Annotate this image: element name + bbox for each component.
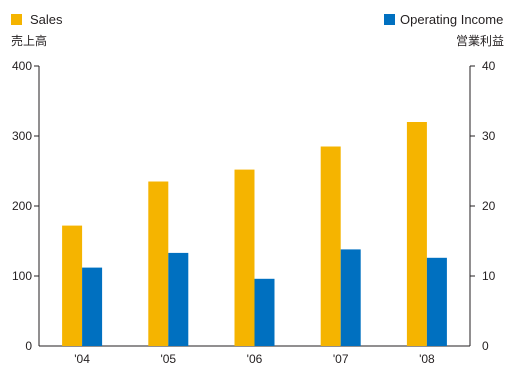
left-y-tick-label: 400 xyxy=(12,59,32,73)
bar-operating-income xyxy=(168,252,189,346)
bar-sales xyxy=(62,225,83,346)
bar-operating-income xyxy=(254,278,275,346)
right-y-tick-label: 10 xyxy=(482,269,496,283)
x-tick-label: '04 xyxy=(74,352,90,365)
bar-sales xyxy=(406,122,427,346)
legend-operating-income: Operating Income 営業利益 xyxy=(384,12,504,48)
bar-sales xyxy=(320,146,341,346)
legend-sales: Sales 売上高 xyxy=(11,12,63,48)
left-y-tick-label: 200 xyxy=(12,199,32,213)
right-y-ticks: 0 10 20 30 40 xyxy=(470,59,496,353)
x-tick-label: '08 xyxy=(419,352,435,365)
x-tick-labels: '04 '05 '06 '07 '08 xyxy=(74,352,435,365)
right-y-tick-label: 40 xyxy=(482,59,496,73)
right-y-tick-label: 20 xyxy=(482,199,496,213)
bar-operating-income xyxy=(340,249,361,346)
bar-sales xyxy=(148,181,169,346)
left-y-tick-label: 300 xyxy=(12,129,32,143)
x-tick-label: '05 xyxy=(160,352,176,365)
bar-operating-income xyxy=(426,257,447,346)
left-y-tick-label: 0 xyxy=(25,339,32,353)
legend-sublabel-sales: 売上高 xyxy=(11,33,47,48)
bars xyxy=(62,122,447,346)
bar-sales xyxy=(234,169,255,346)
legend-sublabel-operating-income: 営業利益 xyxy=(456,34,504,48)
left-y-tick-label: 100 xyxy=(12,269,32,283)
legend-swatch-sales xyxy=(11,14,22,25)
legend-label-sales: Sales xyxy=(30,12,63,27)
right-y-tick-label: 0 xyxy=(482,339,489,353)
legend-swatch-operating-income xyxy=(384,14,395,25)
left-y-ticks: 0 100 200 300 400 xyxy=(12,59,39,353)
legend-label-operating-income: Operating Income xyxy=(400,12,503,27)
x-tick-label: '06 xyxy=(247,352,263,365)
x-tick-label: '07 xyxy=(333,352,349,365)
bar-operating-income xyxy=(82,267,103,346)
right-y-tick-label: 30 xyxy=(482,129,496,143)
